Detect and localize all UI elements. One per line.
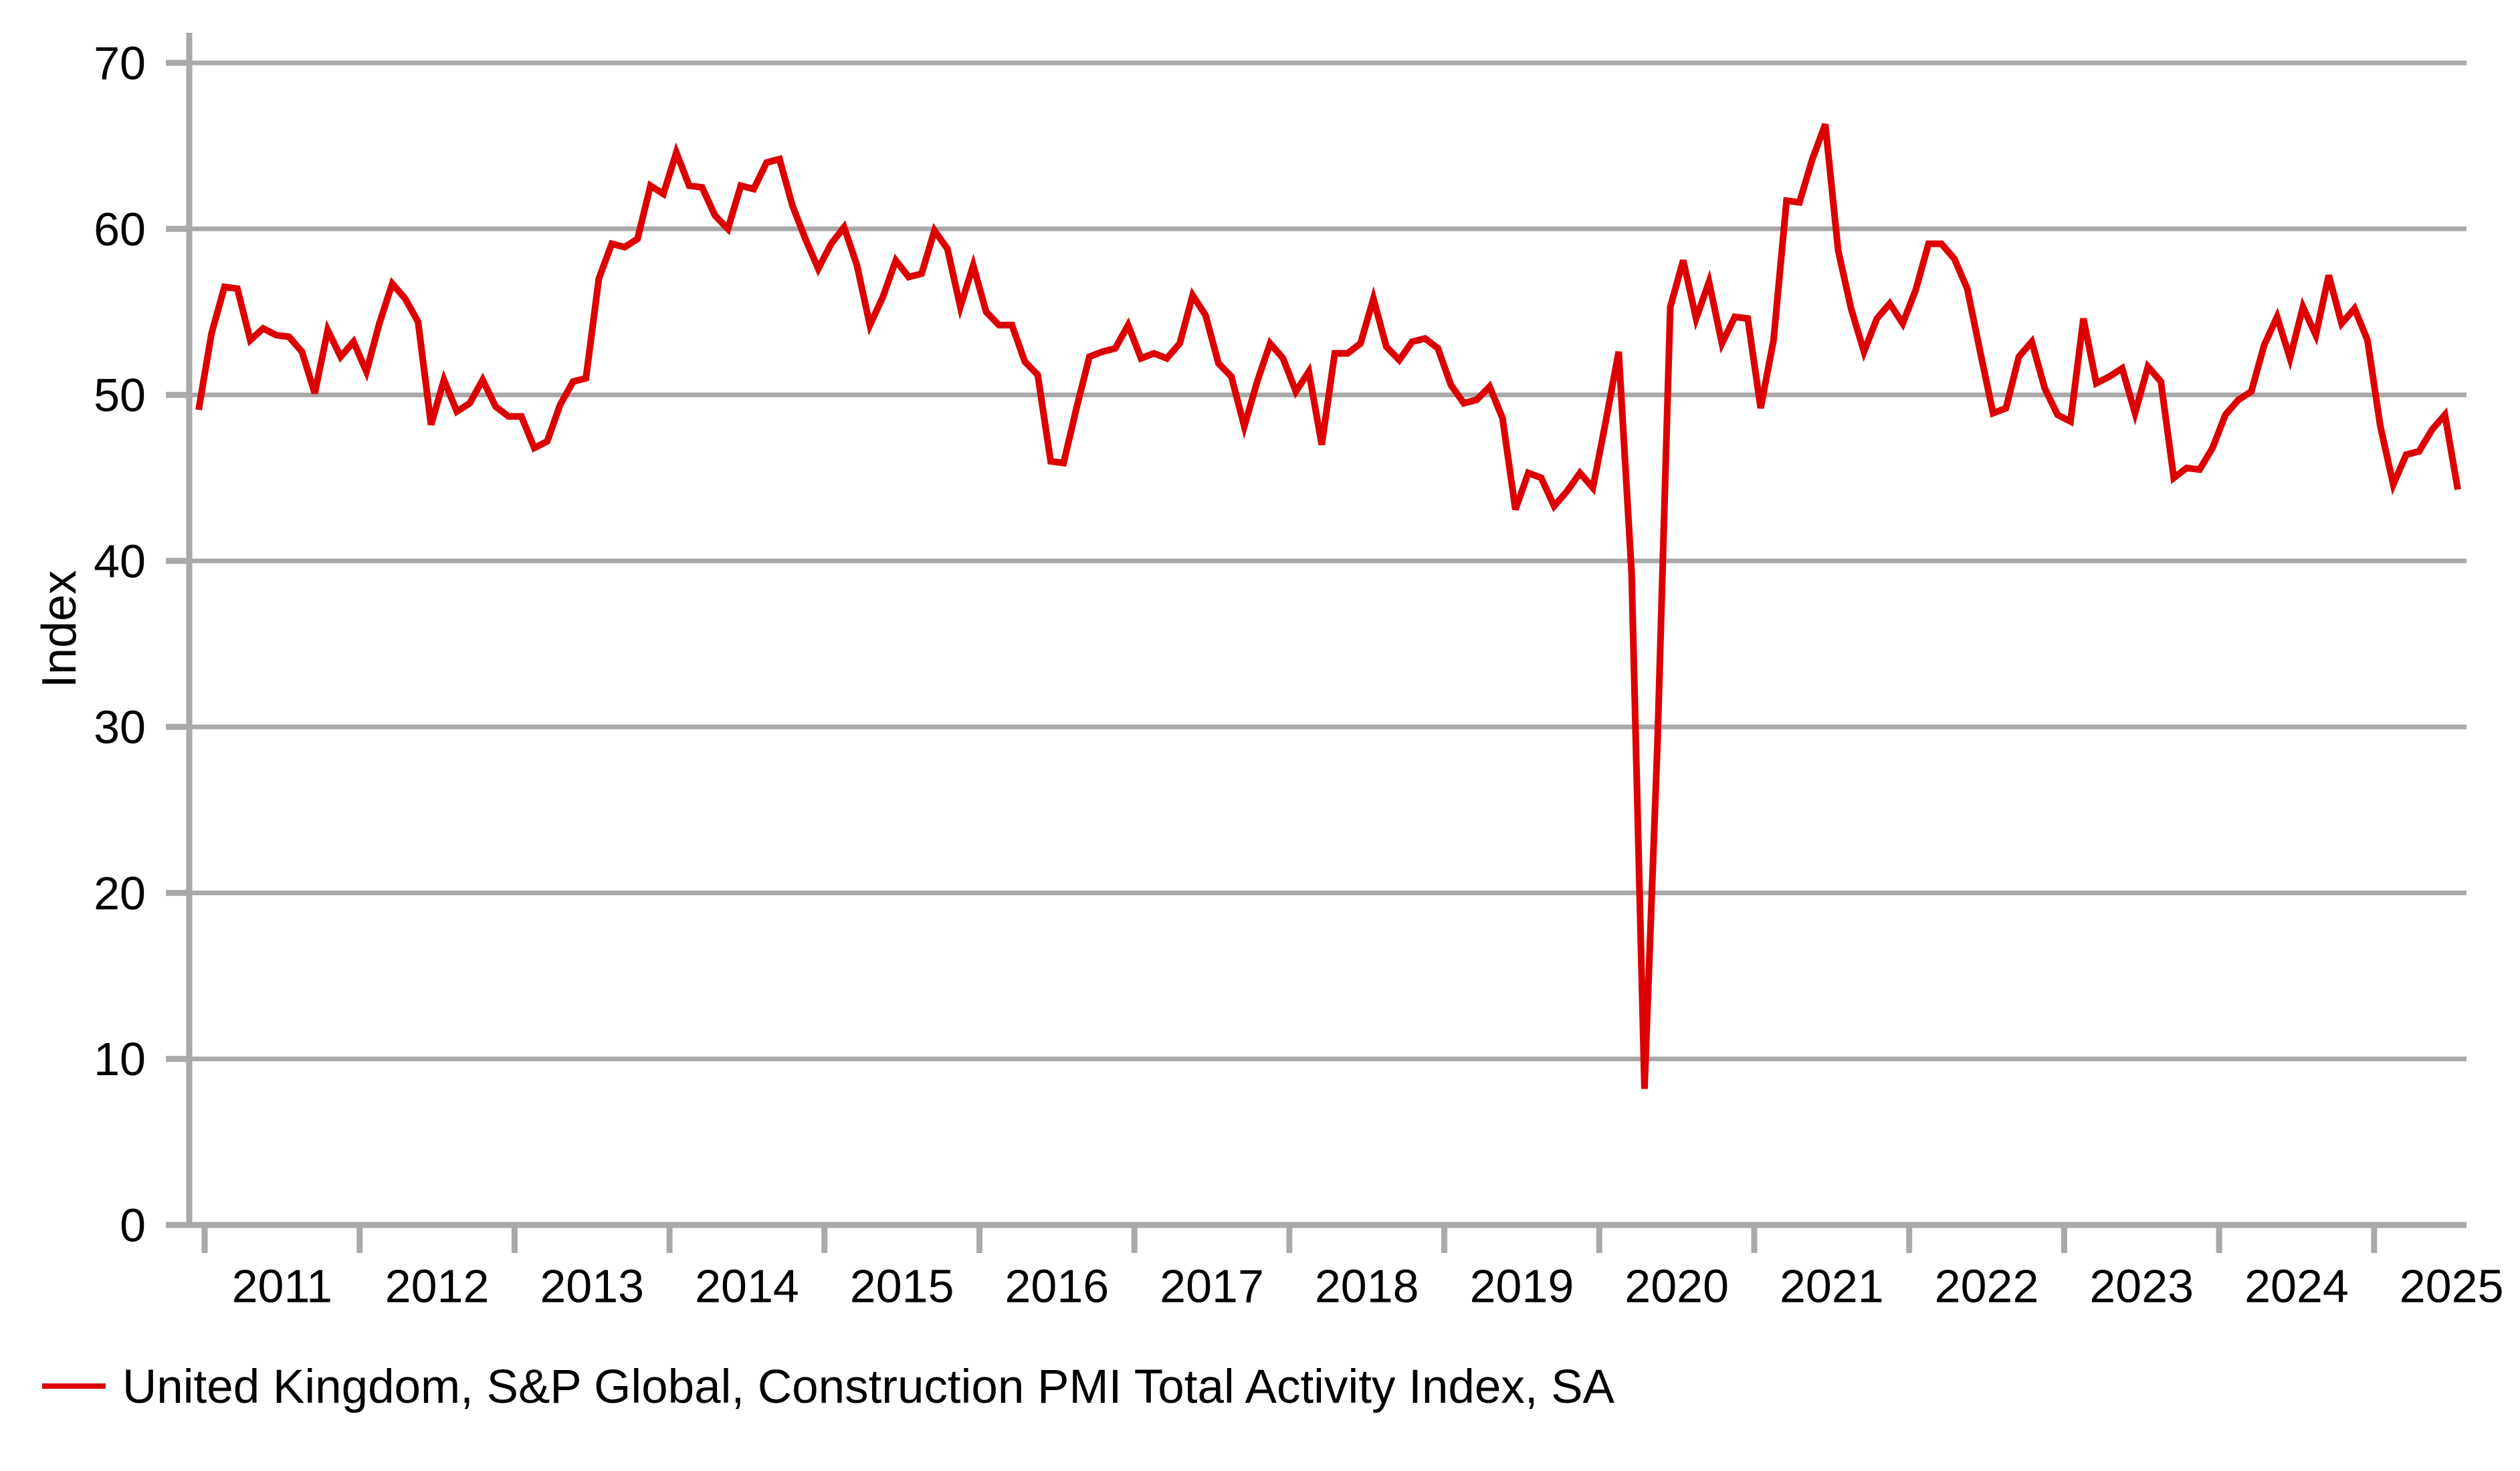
y-tick-label-40: 40 xyxy=(94,535,146,587)
x-year-label-2015: 2015 xyxy=(850,1260,954,1313)
y-axis-ticks xyxy=(166,60,189,1228)
x-year-label-2018: 2018 xyxy=(1315,1260,1419,1313)
y-tick-label-50: 50 xyxy=(94,369,146,421)
y-axis-tick-labels: 0 10 20 30 40 50 60 70 xyxy=(94,37,146,1252)
gridlines xyxy=(189,60,2466,1062)
y-tick-label-10: 10 xyxy=(94,1033,146,1085)
y-tick-label-30: 30 xyxy=(94,701,146,754)
x-year-label-2025: 2025 xyxy=(2400,1260,2504,1313)
y-axis-title: Index xyxy=(33,570,86,688)
x-year-label-2024: 2024 xyxy=(2244,1260,2349,1313)
legend-label: United Kingdom, S&P Global, Construction… xyxy=(122,1361,1615,1413)
x-year-label-2017: 2017 xyxy=(1160,1260,1264,1313)
x-year-label-2019: 2019 xyxy=(1470,1260,1574,1313)
x-axis-ticks xyxy=(201,1225,2378,1253)
x-year-label-2020: 2020 xyxy=(1624,1260,1729,1313)
y-tick-label-70: 70 xyxy=(94,37,146,90)
y-tick-label-20: 20 xyxy=(94,867,146,919)
x-year-label-2023: 2023 xyxy=(2089,1260,2194,1313)
x-year-label-2021: 2021 xyxy=(1780,1260,1884,1313)
x-year-label-2022: 2022 xyxy=(1935,1260,2039,1313)
x-axis-year-labels: 2011 2012 2013 2014 2015 2016 2017 2018 2019 2020… xyxy=(232,1260,2504,1313)
x-year-label-2016: 2016 xyxy=(1005,1260,1109,1313)
legend: United Kingdom, S&P Global, Construction… xyxy=(42,1361,1615,1413)
axes xyxy=(186,33,2466,1228)
x-year-label-2011: 2011 xyxy=(232,1260,333,1313)
x-year-label-2013: 2013 xyxy=(540,1260,644,1313)
x-year-label-2012: 2012 xyxy=(385,1260,490,1313)
y-tick-label-60: 60 xyxy=(94,203,146,255)
pmi-series-line xyxy=(195,123,2461,1089)
x-year-label-2014: 2014 xyxy=(695,1260,799,1313)
y-tick-label-0: 0 xyxy=(120,1200,146,1252)
